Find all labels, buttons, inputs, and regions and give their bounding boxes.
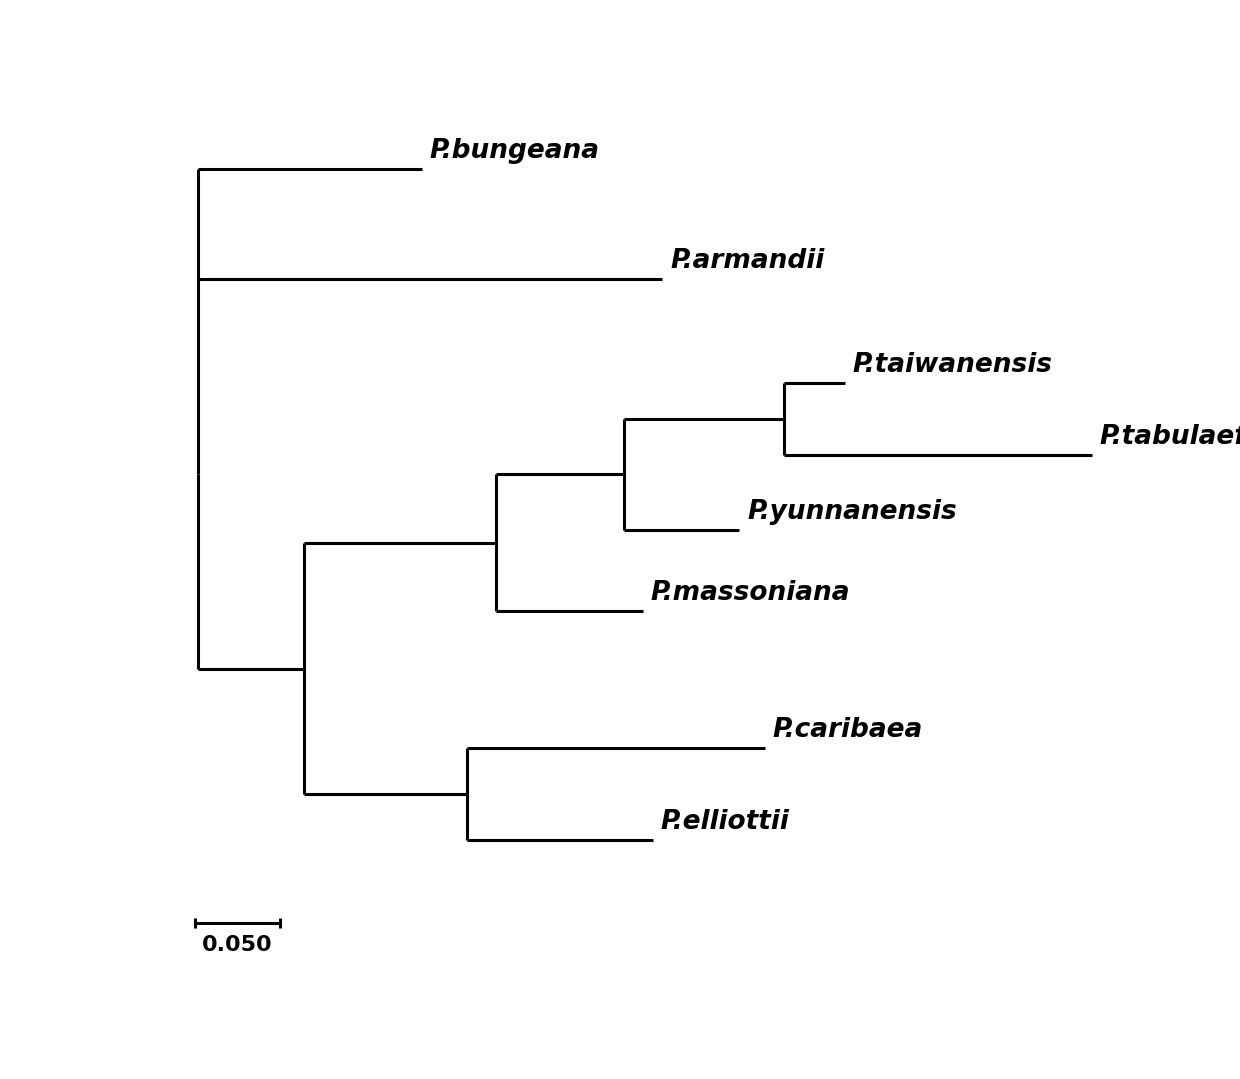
Text: P.bungeana: P.bungeana xyxy=(430,137,600,164)
Text: P.tabulaeformis: P.tabulaeformis xyxy=(1100,424,1240,450)
Text: P.armandii: P.armandii xyxy=(670,248,825,274)
Text: P.elliottii: P.elliottii xyxy=(661,809,790,835)
Text: P.taiwanensis: P.taiwanensis xyxy=(853,352,1053,378)
Text: P.yunnanensis: P.yunnanensis xyxy=(746,498,957,525)
Text: P.caribaea: P.caribaea xyxy=(773,718,923,743)
Text: 0.050: 0.050 xyxy=(202,935,273,955)
Text: P.massoniana: P.massoniana xyxy=(651,581,851,606)
